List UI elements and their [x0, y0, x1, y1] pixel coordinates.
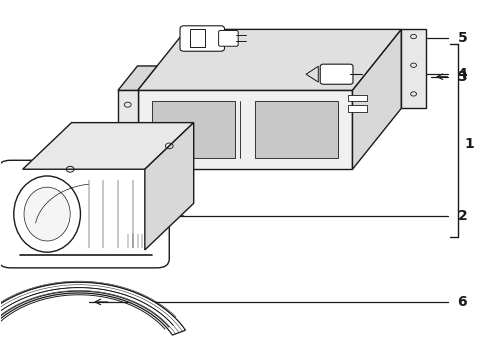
FancyBboxPatch shape [219, 31, 238, 46]
Polygon shape [138, 90, 352, 169]
Polygon shape [401, 30, 426, 108]
Polygon shape [152, 101, 235, 158]
Polygon shape [0, 282, 186, 335]
Text: 2: 2 [458, 209, 467, 223]
FancyBboxPatch shape [0, 160, 169, 268]
Polygon shape [255, 101, 338, 158]
FancyBboxPatch shape [320, 64, 353, 84]
Polygon shape [118, 66, 157, 90]
FancyBboxPatch shape [180, 26, 224, 51]
Bar [347, 95, 367, 101]
Polygon shape [306, 66, 318, 82]
Polygon shape [118, 90, 138, 169]
Ellipse shape [24, 187, 70, 241]
Text: 5: 5 [458, 31, 467, 45]
Polygon shape [23, 123, 194, 169]
Polygon shape [145, 123, 194, 250]
Text: 4: 4 [458, 67, 467, 81]
Polygon shape [138, 30, 401, 90]
Text: 1: 1 [465, 137, 475, 151]
Polygon shape [352, 30, 401, 169]
Ellipse shape [14, 176, 80, 252]
Text: 6: 6 [458, 295, 467, 309]
FancyBboxPatch shape [190, 30, 205, 47]
Bar [347, 105, 367, 112]
Text: 3: 3 [458, 70, 467, 84]
